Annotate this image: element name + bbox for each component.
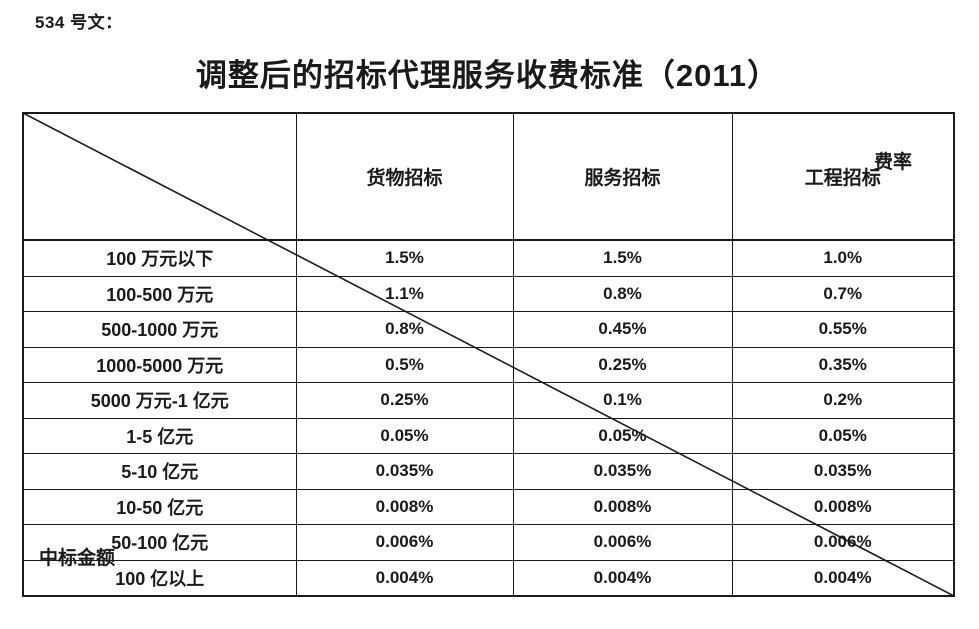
rate-cell: 0.8% <box>295 311 514 348</box>
row-label: 5000 万元-1 亿元 <box>22 382 297 419</box>
column-header-engineering: 工程招标 <box>731 112 955 241</box>
page-title: 调整后的招标代理服务收费标准（2011） <box>195 58 780 93</box>
doc-number: 534 号文： <box>35 13 123 32</box>
rate-cell: 0.035% <box>295 453 514 490</box>
table-row: 1-5 亿元 0.05% 0.05% 0.05% <box>22 417 955 454</box>
rate-cell: 0.004% <box>295 559 514 597</box>
table-body: 100 万元以下 1.5% 1.5% 1.0% 100-500 万元 1.1% 0.8% 0.… <box>22 239 955 597</box>
rate-cell: 0.004% <box>731 559 955 597</box>
rate-cell: 1.0% <box>731 239 955 277</box>
table-row: 10-50 亿元 0.008% 0.008% 0.008% <box>22 488 955 525</box>
row-label: 500-1000 万元 <box>22 311 297 348</box>
table-row: 100-500 万元 1.1% 0.8% 0.7% <box>22 275 955 312</box>
rate-cell: 0.008% <box>295 488 514 525</box>
rate-cell: 0.05% <box>731 417 955 454</box>
rate-cell: 0.7% <box>731 275 955 312</box>
rate-cell: 0.2% <box>731 382 955 419</box>
row-label: 100-500 万元 <box>22 275 297 312</box>
corner-label-rate: 费率 <box>873 152 912 173</box>
rate-cell: 1.1% <box>295 275 514 312</box>
corner-label-amount: 中标金额 <box>39 548 116 569</box>
rate-cell: 0.006% <box>512 524 733 561</box>
rate-cell: 0.1% <box>512 382 733 419</box>
corner-header-cell: 费率 中标金额 <box>22 112 296 240</box>
column-header-goods: 货物招标 <box>295 112 514 241</box>
rate-cell: 0.45% <box>512 311 733 348</box>
rate-cell: 0.8% <box>512 275 733 312</box>
row-label: 100 亿以上 <box>22 559 297 597</box>
fee-rate-table: 费率 中标金额 货物招标 服务招标 工程招标 100 万元以下 1.5% 1.5% 1… <box>22 112 955 597</box>
diagonal-line <box>23 113 954 596</box>
row-label: 100 万元以下 <box>22 239 297 277</box>
table-row: 100 万元以下 1.5% 1.5% 1.0% <box>22 239 955 277</box>
row-label: 1000-5000 万元 <box>22 346 297 383</box>
table-row: 50-100 亿元 0.006% 0.006% 0.006% <box>22 524 955 561</box>
rate-cell: 0.55% <box>731 311 955 348</box>
row-label: 10-50 亿元 <box>22 488 297 525</box>
table-header-row: 费率 中标金额 货物招标 服务招标 工程招标 <box>22 112 955 241</box>
rate-cell: 0.006% <box>295 524 514 561</box>
rate-cell: 0.05% <box>295 417 514 454</box>
rate-cell: 0.035% <box>731 453 955 490</box>
table-row: 5-10 亿元 0.035% 0.035% 0.035% <box>22 453 955 490</box>
rate-cell: 0.25% <box>295 382 514 419</box>
rate-cell: 1.5% <box>512 239 733 277</box>
table-row: 100 亿以上 0.004% 0.004% 0.004% <box>22 559 955 597</box>
rate-cell: 0.035% <box>512 453 733 490</box>
rate-cell: 0.008% <box>731 488 955 525</box>
table-row: 500-1000 万元 0.8% 0.45% 0.55% <box>22 311 955 348</box>
rate-cell: 0.004% <box>512 559 733 597</box>
table-row: 1000-5000 万元 0.5% 0.25% 0.35% <box>22 346 955 383</box>
rate-cell: 0.25% <box>512 346 733 383</box>
rate-cell: 0.008% <box>512 488 733 525</box>
rate-cell: 1.5% <box>295 239 514 277</box>
table-row: 5000 万元-1 亿元 0.25% 0.1% 0.2% <box>22 382 955 419</box>
row-label: 1-5 亿元 <box>22 417 297 454</box>
rate-cell: 0.35% <box>731 346 955 383</box>
